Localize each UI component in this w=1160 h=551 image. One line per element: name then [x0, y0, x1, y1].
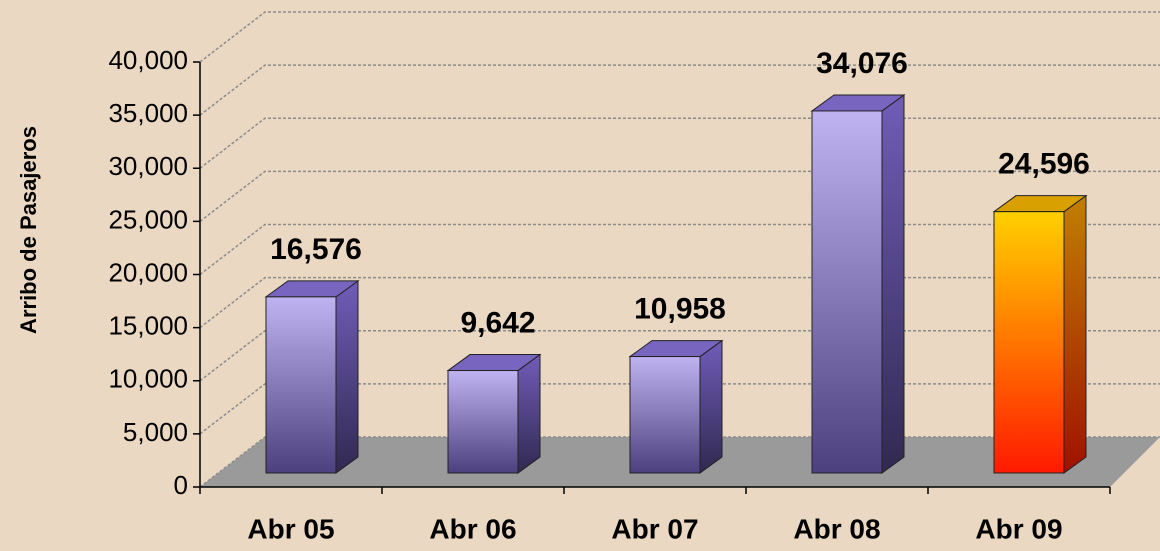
- grid-line: [199, 117, 1160, 169]
- grid-line: [199, 383, 1160, 435]
- y-axis-label: Arribo de Pasajeros: [16, 126, 41, 334]
- x-tick-label: Abr 08: [793, 513, 880, 544]
- x-tick-label: Abr 05: [247, 513, 334, 544]
- value-label: 34,076: [816, 47, 908, 80]
- bar-side: [699, 339, 723, 474]
- y-tick-label: 5,000: [123, 417, 188, 447]
- value-label: 9,642: [460, 306, 535, 339]
- y-tick-label: 30,000: [108, 151, 188, 181]
- grid-line: [199, 436, 1160, 488]
- value-label: 16,576: [270, 233, 362, 266]
- bar-front: [447, 370, 519, 474]
- bar-side: [335, 279, 359, 474]
- bar: [446, 353, 542, 474]
- value-label: 24,596: [998, 148, 1090, 181]
- y-tick-label: 20,000: [108, 257, 188, 287]
- grid-line: [199, 170, 1160, 222]
- x-tick-label: Abr 09: [975, 513, 1062, 544]
- grid-line: [199, 330, 1160, 382]
- grid-line: [199, 276, 1160, 329]
- bar: [628, 339, 724, 474]
- grid-line: [199, 11, 1160, 63]
- bar-front: [993, 211, 1065, 474]
- grid-line: [199, 64, 1160, 116]
- y-tick-label: 0: [174, 470, 188, 500]
- x-tick-label: Abr 06: [429, 513, 516, 544]
- y-tick-label: 15,000: [108, 311, 188, 341]
- bar-front: [265, 296, 337, 474]
- bar: [992, 194, 1088, 474]
- bar-side: [517, 353, 541, 474]
- bar-front: [629, 356, 701, 474]
- y-tick-label: 35,000: [108, 98, 188, 128]
- bar-side: [881, 93, 905, 474]
- y-tick-label: 25,000: [108, 204, 188, 234]
- x-tick-label: Abr 07: [611, 513, 698, 544]
- bar: [810, 93, 906, 474]
- bar-side: [1063, 194, 1087, 474]
- y-tick-label: 10,000: [108, 364, 188, 394]
- grid-line: [199, 223, 1160, 276]
- bar: [264, 279, 360, 474]
- bar-front: [811, 110, 883, 474]
- value-label: 10,958: [634, 292, 726, 325]
- y-tick-label: 40,000: [108, 45, 188, 75]
